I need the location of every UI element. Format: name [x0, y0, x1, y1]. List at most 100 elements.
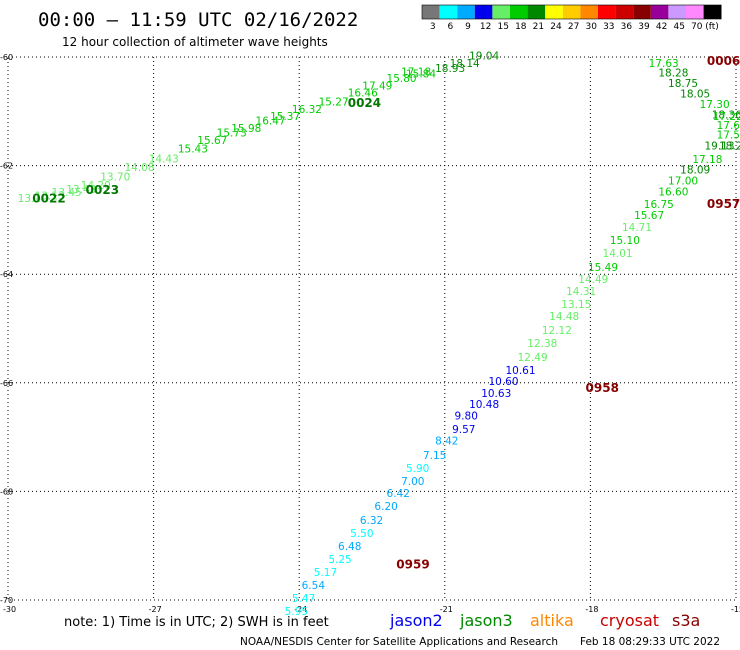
wave-height-value: 6.54: [302, 580, 326, 592]
axis-tick-labels: -60 -62 -64 -66 -68 -70-30 -27 -24 -21 -18 -15: [0, 53, 740, 614]
observation-labels: 13.1013.1313.4513.4314.2013.7014.0814.43…: [18, 51, 740, 618]
wave-height-value: 15.80: [387, 73, 417, 85]
legend-label: 39: [638, 22, 650, 32]
legend-swatch: [633, 5, 651, 19]
lon-tick-label: -27: [149, 605, 162, 614]
wave-height-value: 10.48: [469, 399, 499, 411]
wave-height-value: 17.64: [717, 120, 740, 132]
legend-swatch: [510, 5, 528, 19]
legend-swatch: [527, 5, 546, 19]
legend-label: 70: [691, 22, 703, 32]
wave-height-value: 18.28: [719, 140, 740, 152]
wave-height-value: 6.20: [374, 501, 397, 513]
wave-height-value: 18.93: [435, 63, 465, 75]
legend-swatch: [650, 5, 669, 19]
map-border: [7, 56, 737, 601]
map-plot-area: -60 -62 -64 -66 -68 -70-30 -27 -24 -21 -18 -15 13.…: [0, 51, 740, 618]
legend-swatch: [492, 5, 510, 19]
wave-height-value: 7.00: [401, 476, 424, 488]
legend-swatch: [474, 5, 493, 19]
graticule: [7, 56, 737, 601]
wave-height-value: 15.43: [178, 144, 208, 156]
lat-tick-label: -70: [0, 596, 13, 605]
legend-label: 21: [533, 22, 544, 32]
lon-tick-label: -18: [585, 605, 598, 614]
wave-height-value: 17.22: [713, 111, 740, 123]
wave-height-value: 18.14: [450, 58, 480, 70]
wave-height-value: 17.57: [717, 129, 740, 141]
wave-height-value: 12.12: [542, 325, 572, 337]
lat-tick-label: -60: [0, 53, 13, 62]
lon-tick-label: -21: [440, 605, 453, 614]
footer-credit: NOAA/NESDIS Center for Satellite Applica…: [240, 636, 558, 648]
wave-height-value: 19.04: [469, 51, 499, 63]
wave-height-value: 14.31: [566, 286, 596, 298]
pass-id-label: 0006: [707, 54, 740, 68]
wave-height-value: 17.63: [649, 58, 679, 70]
pass-id-label: 0958: [586, 381, 619, 395]
wave-height-value: 6.48: [338, 541, 361, 553]
wave-height-value: 15.27: [319, 96, 349, 108]
pass-id-label: 0023: [86, 183, 119, 197]
wave-height-value: 6.42: [387, 488, 410, 500]
wave-height-value: 16.60: [658, 186, 688, 198]
legend-label: 33: [603, 22, 614, 32]
wave-height-value: 14.48: [549, 311, 579, 323]
wave-height-value: 18.36: [712, 109, 740, 121]
wave-height-value: 10.63: [481, 388, 511, 400]
wave-height-value: 15.49: [588, 262, 618, 274]
legend-label: 30: [585, 22, 597, 32]
satellite-legend: jason2 jason3 altika cryosat s3a: [389, 611, 700, 630]
wave-height-value: 5.50: [350, 528, 373, 540]
wave-height-value: 10.60: [488, 376, 518, 388]
wave-height-value: 13.45: [52, 187, 82, 199]
pass-id-label: 0957: [707, 197, 740, 211]
wave-height-value: 5.90: [406, 463, 429, 475]
wave-height-value: 17.18: [401, 66, 431, 78]
wave-height-value: 5.47: [292, 593, 315, 605]
wave-height-value: 12.49: [518, 352, 548, 364]
lat-tick-label: -64: [0, 270, 13, 279]
lon-tick-label: -30: [3, 605, 16, 614]
wave-height-value: 6.32: [360, 515, 383, 527]
lon-tick-label: -15: [731, 605, 740, 614]
wave-height-value: 15.67: [634, 210, 664, 222]
wave-height-value: 15.37: [270, 111, 300, 123]
wave-height-value: 15.73: [217, 127, 247, 139]
legend-label: 24: [550, 22, 562, 32]
wave-height-value: 18.28: [658, 68, 688, 80]
pass-id-label: 0024: [348, 96, 381, 110]
legend-swatch: [598, 5, 616, 19]
legend-label: 12: [480, 22, 491, 32]
page-subtitle: 12 hour collection of altimeter wave hei…: [62, 35, 328, 49]
wave-height-value: 12.38: [527, 338, 557, 350]
pass-id-label: 0959: [396, 558, 429, 572]
legend-label: 27: [568, 22, 579, 32]
legend-swatch: [562, 5, 581, 19]
wave-height-value: 14.01: [603, 248, 633, 260]
satellite-name-s3a: s3a: [672, 611, 700, 630]
legend-label: 36: [621, 22, 633, 32]
legend-label: 42: [656, 22, 667, 32]
wave-height-value: 17.00: [668, 176, 698, 188]
legend-swatch: [422, 5, 440, 19]
satellite-name-cryosat: cryosat: [600, 611, 659, 630]
legend-label: 6: [448, 22, 454, 32]
wave-height-value: 14.20: [81, 180, 111, 192]
wave-height-value: 19.13: [704, 140, 734, 152]
wave-height-value: 5.17: [314, 567, 337, 579]
wave-height-value: 17.30: [700, 99, 730, 111]
wave-height-value: 13.10: [18, 193, 48, 205]
satellite-name-jason3: jason3: [459, 611, 513, 630]
wave-height-value: 13.13: [35, 190, 65, 202]
wave-height-value: 14.71: [622, 222, 652, 234]
legend-swatch: [439, 5, 458, 19]
wave-height-value: 16.75: [644, 199, 674, 211]
wave-height-legend: 3 6 9 12 15 18 21 24 27 30 33 36 39 42 45 70 (ft): [421, 4, 722, 32]
legend-frame: [421, 4, 722, 20]
pass-labels: 0022 0023 0024 0006 0957 0958 0959: [32, 54, 740, 571]
wave-height-value: 17.18: [692, 154, 722, 166]
lon-tick-label: -24: [294, 605, 307, 614]
wave-height-value: 8.42: [435, 436, 458, 448]
